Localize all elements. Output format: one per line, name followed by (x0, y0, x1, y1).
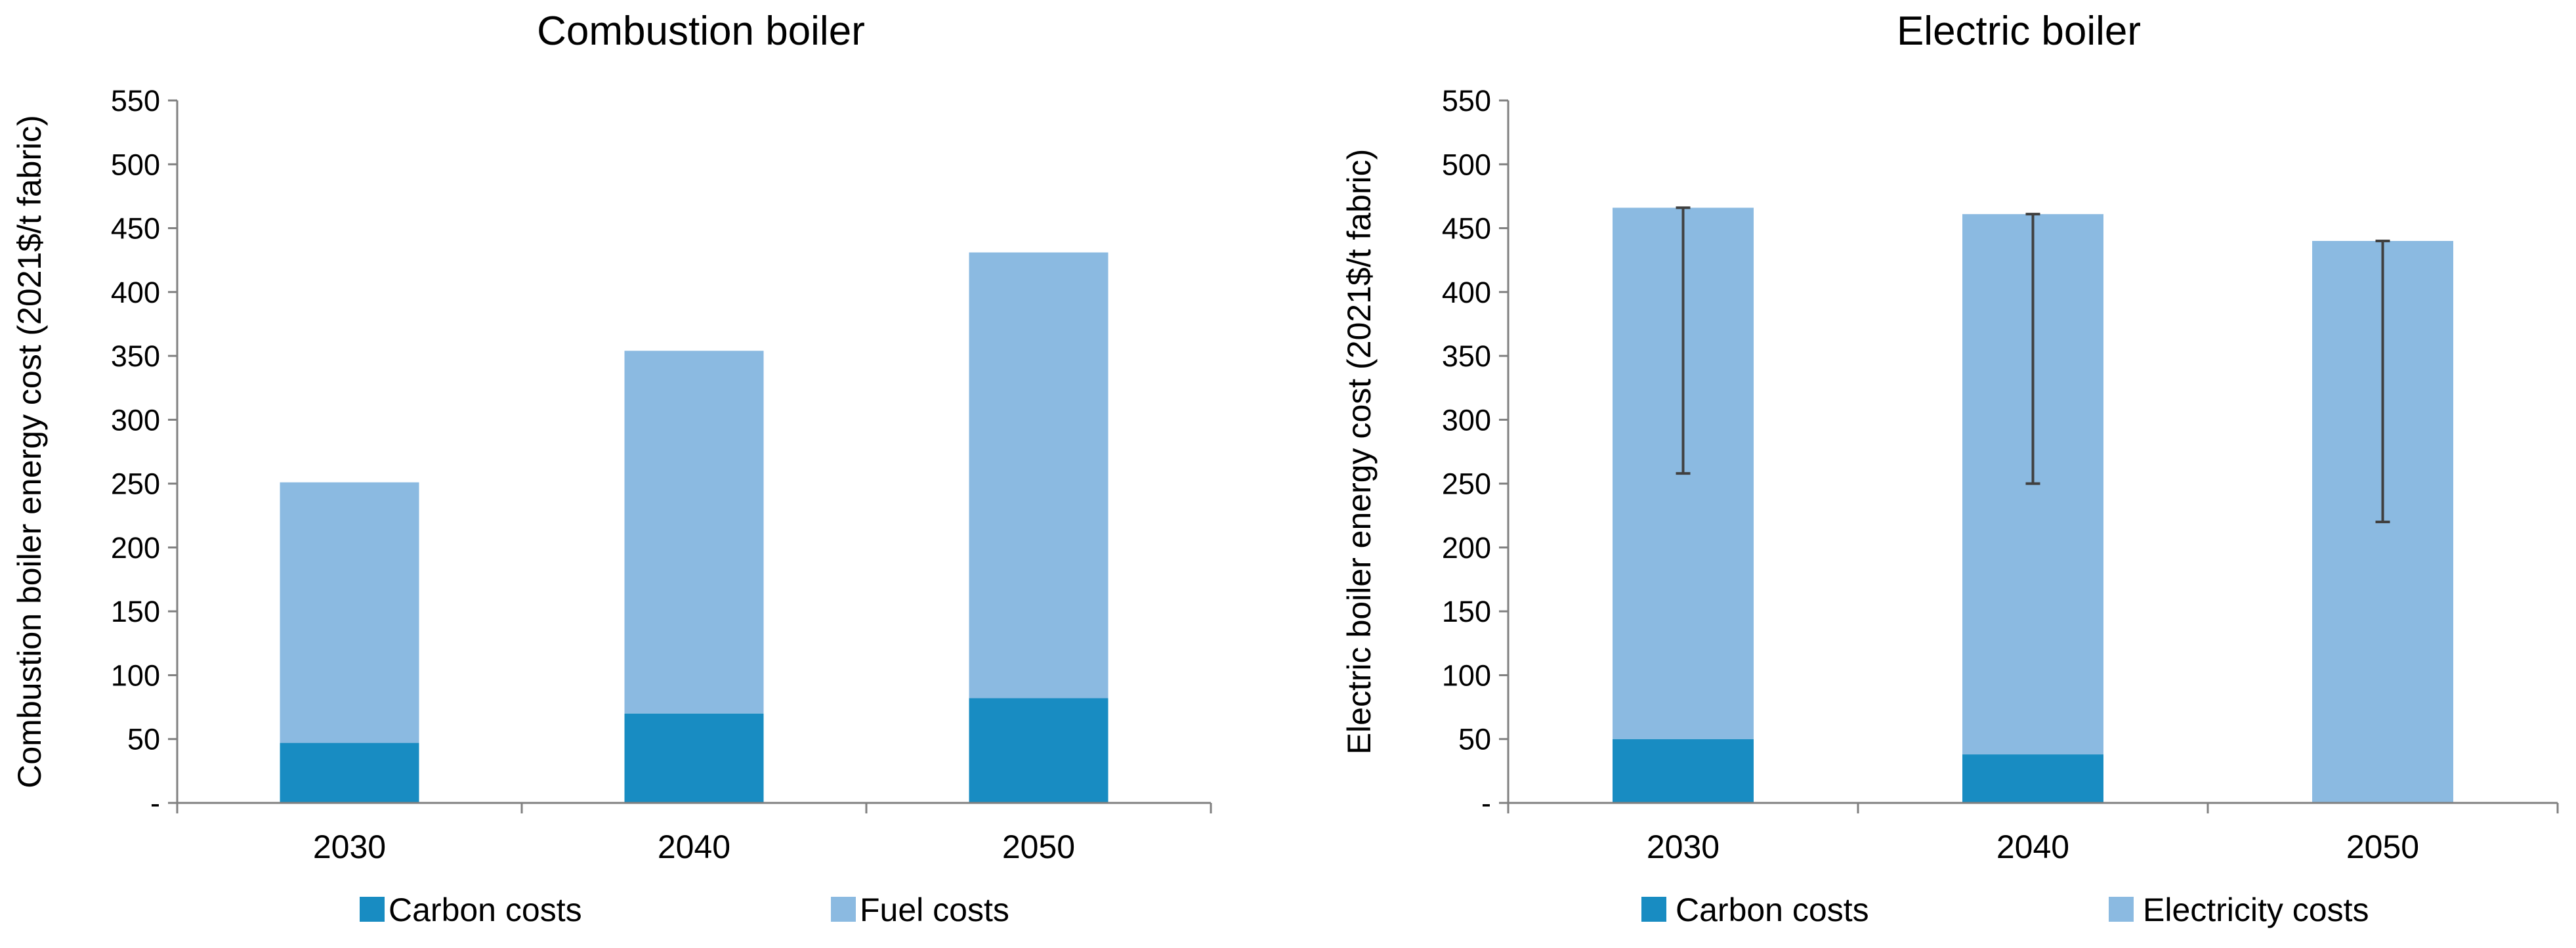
legend-swatch-carbon-costs (360, 897, 385, 922)
y-axis-label: Electric boiler energy cost (2021$/t fab… (1341, 149, 1378, 755)
legend-label-electricity-costs: Electricity costs (2143, 892, 2369, 928)
y-tick-label: 50 (127, 723, 160, 756)
y-tick-label: 350 (111, 339, 160, 373)
y-tick-label: 50 (1458, 723, 1491, 756)
y-tick-label: 150 (1442, 595, 1491, 628)
x-tick-label: 2040 (1996, 829, 2069, 865)
y-tick-label: 550 (1442, 84, 1491, 118)
bar-fuel-costs-2040 (624, 351, 764, 714)
y-tick-label: 450 (111, 212, 160, 246)
x-tick-label: 2040 (658, 829, 730, 865)
y-tick-label: 250 (111, 467, 160, 501)
bar-fuel-costs-2030 (280, 482, 419, 743)
y-tick-label: 300 (1442, 403, 1491, 437)
legend-label-fuel-costs: Fuel costs (860, 892, 1009, 928)
x-tick-label: 2050 (2346, 829, 2419, 865)
bar-carbon-costs-2040 (1962, 754, 2103, 803)
y-tick-label: - (1481, 786, 1491, 820)
y-tick-label: 300 (111, 403, 160, 437)
chart-title: Combustion boiler (537, 9, 865, 54)
combustion-boiler-chart: Combustion boiler Combustion boiler energ… (11, 9, 1212, 928)
y-tick-label: 400 (111, 276, 160, 309)
y-tick-label: 350 (1442, 339, 1491, 373)
y-tick-label: 500 (111, 148, 160, 181)
y-tick-label: 150 (111, 595, 160, 628)
legend-label-carbon-costs: Carbon costs (389, 892, 582, 928)
bar-carbon-costs-2050 (969, 698, 1109, 803)
legend-label-carbon-costs: Carbon costs (1676, 892, 1869, 928)
electric-boiler-chart: Electric boiler Electric boiler energy co… (1341, 9, 2559, 928)
y-tick-label: 200 (1442, 531, 1491, 565)
y-tick-label: 100 (1442, 658, 1491, 692)
bar-carbon-costs-2030 (280, 743, 419, 803)
legend-swatch-fuel-costs (831, 897, 856, 922)
y-tick-label: 500 (1442, 148, 1491, 181)
x-tick-label: 2030 (313, 829, 386, 865)
x-tick-label: 2030 (1647, 829, 1720, 865)
bar-fuel-costs-2050 (969, 252, 1109, 699)
y-tick-label: 450 (1442, 212, 1491, 246)
bar-carbon-costs-2040 (624, 713, 764, 803)
y-tick-label: 400 (1442, 276, 1491, 309)
y-tick-label: 250 (1442, 467, 1491, 501)
x-tick-label: 2050 (1002, 829, 1075, 865)
chart-title: Electric boiler (1897, 9, 2141, 54)
legend-swatch-carbon-costs (1641, 897, 1666, 922)
y-tick-label: 550 (111, 84, 160, 118)
y-tick-label: 200 (111, 531, 160, 565)
y-axis-label: Combustion boiler energy cost (2021$/t f… (11, 115, 48, 788)
bar-carbon-costs-2030 (1613, 739, 1754, 803)
legend-swatch-electricity-costs (2109, 897, 2134, 922)
y-tick-label: 100 (111, 658, 160, 692)
y-tick-label: - (150, 786, 160, 820)
